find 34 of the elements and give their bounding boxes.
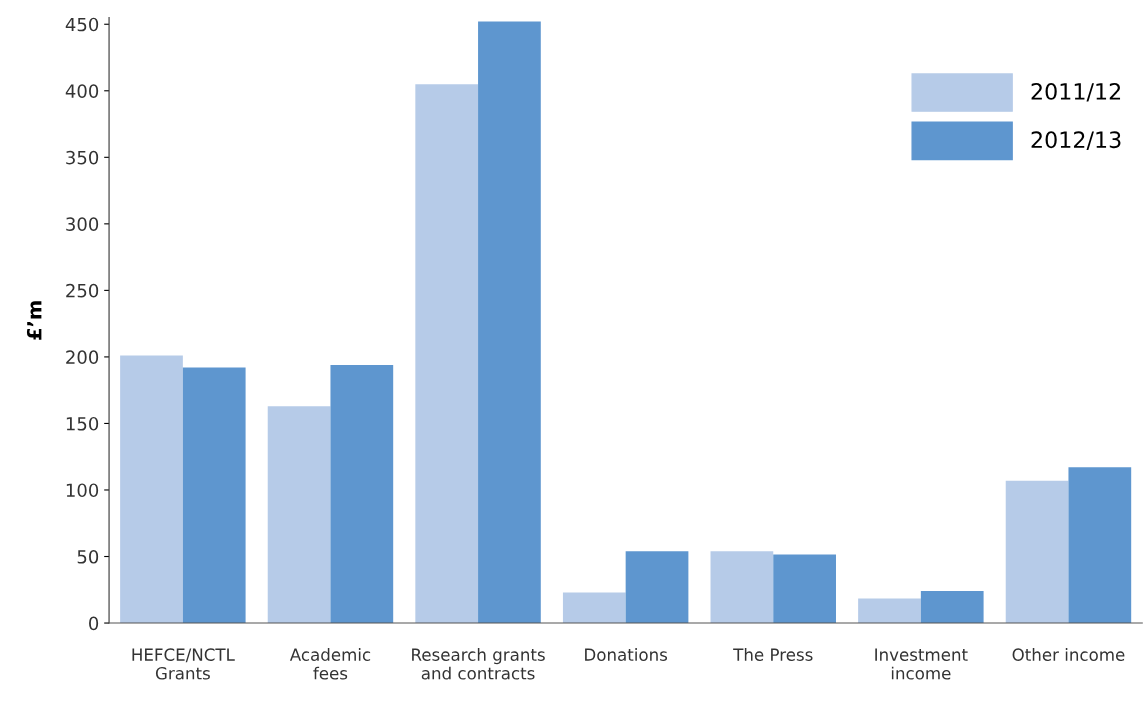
y-tick-label: 350 bbox=[66, 150, 99, 165]
y-tick-label: 0 bbox=[89, 616, 99, 631]
bar bbox=[1005, 480, 1069, 624]
legend-label: 2011/12 bbox=[1031, 82, 1121, 102]
bar bbox=[920, 591, 984, 624]
bar bbox=[415, 84, 479, 624]
x-tick-label: Research grants and contracts bbox=[412, 648, 545, 680]
bar bbox=[267, 406, 331, 624]
bar bbox=[710, 551, 774, 624]
x-tick-label: HEFCE/NCTL Grants bbox=[132, 648, 235, 680]
bar bbox=[330, 364, 394, 624]
bar bbox=[182, 367, 246, 624]
y-tick-label: 300 bbox=[66, 217, 99, 231]
y-tick-label: 450 bbox=[65, 17, 99, 32]
y-tick-label: 50 bbox=[77, 549, 99, 564]
y-axis-title: £’m bbox=[26, 301, 42, 340]
y-tick-label: 150 bbox=[66, 416, 99, 431]
x-tick-label: Investment income bbox=[875, 648, 968, 680]
bar bbox=[562, 592, 626, 624]
bar bbox=[478, 21, 541, 624]
legend-label: 2012/13 bbox=[1031, 131, 1121, 150]
bar bbox=[625, 551, 689, 624]
bar bbox=[858, 598, 921, 624]
x-tick-label: Other income bbox=[1012, 648, 1125, 661]
y-tick-label: 200 bbox=[66, 350, 99, 365]
y-tick-label: 100 bbox=[66, 483, 99, 498]
x-tick-label: The Press bbox=[733, 648, 813, 661]
y-tick-label: 400 bbox=[65, 84, 99, 98]
x-tick-label: Academic fees bbox=[289, 648, 371, 680]
bar bbox=[773, 554, 836, 624]
bar bbox=[1068, 467, 1132, 624]
bar bbox=[120, 355, 183, 624]
x-tick-label: Donations bbox=[585, 648, 668, 661]
y-tick-label: 250 bbox=[66, 283, 99, 298]
